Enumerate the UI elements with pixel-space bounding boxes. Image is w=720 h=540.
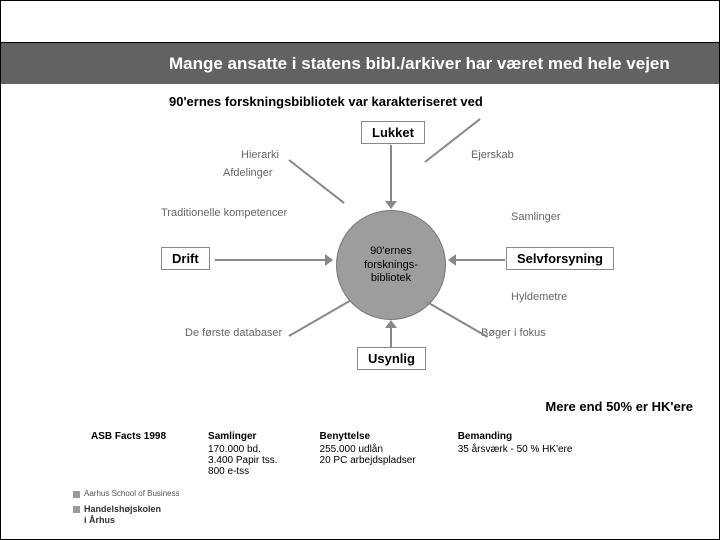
plain-right-below: Hyldemetre	[511, 291, 567, 303]
logo-square-icon	[73, 491, 80, 498]
node-right-label: Selvforsyning	[517, 251, 603, 266]
node-right: Selvforsyning	[506, 247, 614, 270]
footer-logo: Aarhus School of Business Handelshøjskol…	[73, 489, 180, 527]
node-bottom: Usynlig	[357, 347, 426, 370]
facts-col-1-h: Benyttelse	[320, 431, 416, 442]
arrow-left-line	[215, 259, 327, 261]
arrow-top-head	[385, 201, 397, 209]
logo-main1: Handelshøjskolen	[84, 504, 161, 514]
plain-bottom-right: Bøger i fokus	[481, 327, 546, 339]
facts-col-1: Benyttelse 255.000 udlån 20 PC arbejdspl…	[320, 431, 416, 477]
slide-title: Mange ansatte i statens bibl./arkiver ha…	[169, 53, 719, 74]
facts-col-2-h: Bemanding	[458, 431, 573, 442]
facts-col-0-l2: 800 e-tss	[208, 466, 277, 477]
facts-col-0-h: Samlinger	[208, 431, 277, 442]
node-left-label: Drift	[172, 251, 199, 266]
concept-diagram: 90'ernes forsknings-bibliotek Lukket Hie…	[111, 115, 671, 375]
arrow-top-line	[390, 145, 392, 203]
facts-col-1-l0: 255.000 udlån	[320, 444, 416, 455]
logo-main2: i Århus	[84, 515, 115, 525]
facts-heading-col: ASB Facts 1998	[91, 431, 166, 477]
logo-square-icon-2	[73, 506, 80, 513]
node-left: Drift	[161, 247, 210, 270]
facts-col-0: Samlinger 170.000 bd. 3.400 Papir tss. 8…	[208, 431, 277, 477]
node-bottom-label: Usynlig	[368, 351, 415, 366]
arrow-bottom-head	[385, 320, 397, 328]
diag-bl	[289, 300, 351, 337]
node-top-label: Lukket	[372, 125, 414, 140]
facts-col-1-l1: 20 PC arbejdspladser	[320, 455, 416, 466]
note-right: Mere end 50% er HK'ere	[545, 399, 693, 414]
diagram-center-label: 90'ernes forsknings-bibliotek	[345, 245, 437, 285]
facts-heading: ASB Facts 1998	[91, 431, 166, 442]
node-top: Lukket	[361, 121, 425, 144]
facts-col-2-l0: 35 årsværk - 50 % HK'ere	[458, 444, 573, 455]
plain-left-extra: Afdelinger	[223, 167, 273, 179]
slide-subtitle: 90'ernes forskningsbibliotek var karakte…	[1, 84, 719, 115]
plain-bottom-left: De første databaser	[185, 327, 282, 339]
plain-top-left: Hierarki	[241, 149, 279, 161]
plain-left-above: Traditionelle kompetencer	[161, 207, 287, 220]
arrow-left-head	[325, 254, 333, 266]
arrow-right-head	[448, 254, 456, 266]
facts-row: ASB Facts 1998 Samlinger 170.000 bd. 3.4…	[91, 431, 572, 477]
arrow-right-line	[455, 259, 505, 261]
plain-right-above: Samlinger	[511, 211, 561, 223]
arrow-bottom-line	[390, 327, 392, 347]
diag-br	[427, 301, 489, 338]
facts-col-0-l1: 3.400 Papir tss.	[208, 455, 277, 466]
plain-top-right: Ejerskab	[471, 149, 514, 161]
logo-small: Aarhus School of Business	[84, 489, 180, 498]
diag-tl	[288, 159, 344, 204]
facts-col-0-l0: 170.000 bd.	[208, 444, 277, 455]
facts-col-2: Bemanding 35 årsværk - 50 % HK'ere	[458, 431, 573, 477]
top-bar	[1, 1, 719, 43]
title-band: Mange ansatte i statens bibl./arkiver ha…	[1, 43, 719, 84]
